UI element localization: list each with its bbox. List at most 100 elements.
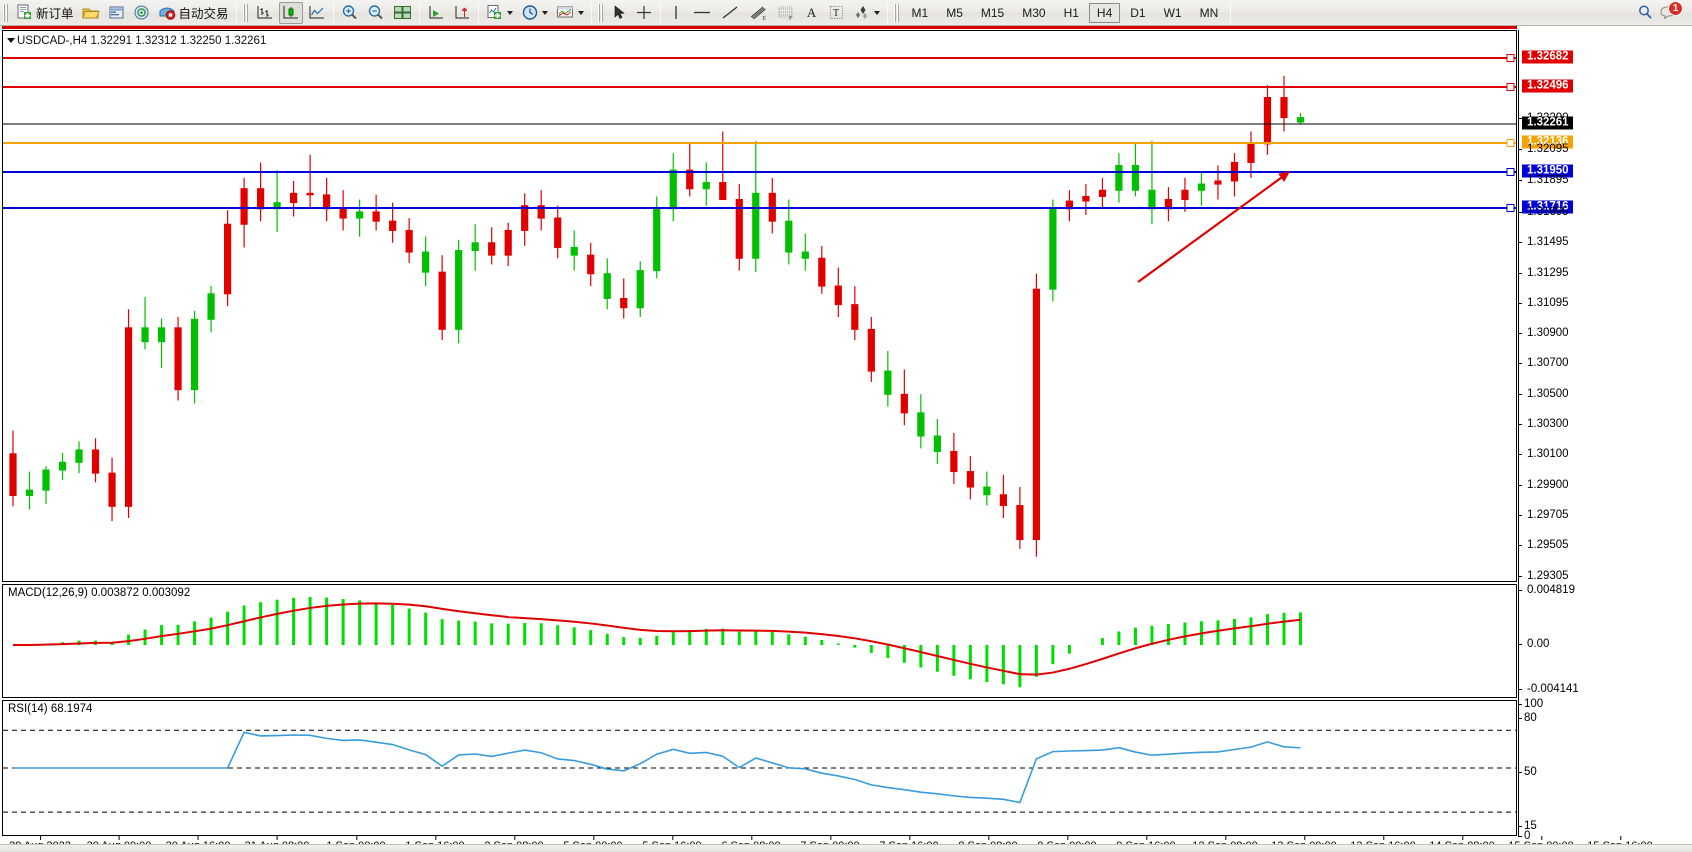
candle-body <box>1296 117 1305 123</box>
time-tick-mark <box>1540 836 1542 840</box>
toolbar-separator-4 <box>477 2 479 23</box>
rsi-axis-tick: 100 <box>1518 698 1543 710</box>
candle-body <box>190 318 199 391</box>
toolbar-grip-4[interactable] <box>892 3 900 22</box>
chart-shift-button[interactable] <box>450 2 474 24</box>
candlestick-icon <box>283 6 298 19</box>
timeframe-w1[interactable]: W1 <box>1163 5 1182 20</box>
main-toolbar: 新订单 <box>0 0 1692 26</box>
line-chart-button[interactable] <box>305 2 329 24</box>
price-axis-tick: 1.30100 <box>1518 448 1569 460</box>
text-label-button[interactable]: T <box>825 2 848 24</box>
rsi-pane[interactable]: RSI(14) 68.1974 <box>2 700 1517 836</box>
zoom-out-button[interactable] <box>364 2 388 24</box>
candle-body <box>1131 165 1140 191</box>
candle-body <box>471 242 479 252</box>
chevron-down-icon-2[interactable] <box>541 10 548 15</box>
toolbar-grip-2[interactable] <box>241 3 249 22</box>
auto-trading-button[interactable]: 自动交易 <box>155 2 232 24</box>
trendline-button[interactable] <box>717 2 743 24</box>
time-tick-mark <box>672 836 673 840</box>
timeframe-mn[interactable]: MN <box>1199 5 1219 20</box>
tile-windows-button[interactable] <box>390 2 415 24</box>
price-axis-tick: 1.29305 <box>1518 570 1569 582</box>
candle-body <box>356 211 364 219</box>
time-tick-mark <box>1382 836 1384 840</box>
chevron-down-icon[interactable] <box>506 10 513 15</box>
profiles-button[interactable] <box>79 2 103 24</box>
toolbar-grip-3[interactable] <box>596 3 604 22</box>
candle-body <box>1098 189 1107 197</box>
equidistant-channel-button[interactable]: E <box>745 2 771 24</box>
candle-body <box>1214 180 1222 185</box>
timeframe-m30[interactable]: M30 <box>1022 5 1046 20</box>
crosshair-button[interactable] <box>632 2 656 24</box>
candle-body <box>884 370 892 395</box>
shapes-button[interactable] <box>850 2 883 24</box>
candle-body <box>735 199 743 259</box>
vertical-line-icon <box>674 6 677 19</box>
timeframe-m1[interactable]: M1 <box>911 5 929 20</box>
auto-scroll-button[interactable] <box>424 2 448 24</box>
timeframe-h1[interactable]: H1 <box>1063 5 1079 20</box>
candle-body <box>141 327 149 343</box>
search-button[interactable] <box>1634 2 1656 24</box>
new-order-button[interactable]: 新订单 <box>13 2 77 24</box>
candle-body <box>504 229 512 256</box>
price-axis[interactable]: 1.326821.324961.322901.322611.321361.320… <box>1518 30 1692 842</box>
price-axis-tick: 1.32095 <box>1518 143 1569 155</box>
candle-body <box>174 327 182 391</box>
candle-body <box>521 205 529 231</box>
candlestick-chart-button[interactable] <box>278 1 303 24</box>
rsi-axis-tick: 50 <box>1518 766 1537 778</box>
price-pane[interactable]: USDCAD-,H4 1.32291 1.32312 1.32250 1.322… <box>2 30 1517 582</box>
templates-button[interactable] <box>553 2 587 24</box>
price-axis-tick: 1.31495 <box>1518 236 1569 248</box>
macd-pane[interactable]: MACD(12,26,9) 0.003872 0.003092 <box>2 584 1517 698</box>
price-axis-tag: 1.32261 <box>1522 116 1573 130</box>
text-button[interactable]: A <box>801 2 823 24</box>
timeframe-d1[interactable]: D1 <box>1130 5 1146 20</box>
navigator-button[interactable] <box>130 2 153 24</box>
horizontal-line-button[interactable] <box>689 2 715 24</box>
candle-body <box>223 223 232 295</box>
timeframe-m5[interactable]: M5 <box>946 5 963 20</box>
macd-svg <box>12 597 1302 688</box>
time-tick-mark <box>1224 836 1226 840</box>
chevron-down-icon-3[interactable] <box>577 10 584 15</box>
toolbar-separator-8 <box>1230 2 1232 23</box>
rsi-line <box>13 731 1301 804</box>
rsi-axis-tick: 80 <box>1518 712 1537 724</box>
candle-body <box>537 205 545 219</box>
fibonacci-button[interactable]: F <box>773 2 799 24</box>
candle-body <box>900 393 908 414</box>
candle-body <box>422 251 430 273</box>
auto-trading-label: 自动交易 <box>178 7 229 21</box>
notifications-button[interactable]: 1 <box>1656 0 1683 23</box>
toolbar-separator <box>235 2 237 23</box>
zoom-in-button[interactable] <box>338 2 362 24</box>
candle-body <box>1280 96 1288 119</box>
candle-body <box>438 271 446 330</box>
vertical-line-button[interactable] <box>665 2 687 24</box>
bar-chart-button[interactable] <box>253 2 277 24</box>
timeframe-h4[interactable]: H4 <box>1088 2 1121 23</box>
indicators-button[interactable] <box>483 2 516 24</box>
level-handle <box>1506 139 1515 147</box>
cursor-icon <box>614 5 625 19</box>
chart-area[interactable]: USDCAD-,H4 1.32291 1.32312 1.32250 1.322… <box>0 26 1692 852</box>
cursor-button[interactable] <box>608 2 630 24</box>
toolbar-separator-7 <box>886 2 888 23</box>
period-button[interactable] <box>518 2 551 24</box>
time-tick-mark <box>909 836 910 840</box>
symbol-dropdown-arrow-icon[interactable] <box>7 38 15 43</box>
price-axis-tick: 1.31695 <box>1518 206 1569 218</box>
timeframe-m15[interactable]: M15 <box>980 5 1005 20</box>
chevron-down-icon-4[interactable] <box>873 10 880 15</box>
svg-text:E: E <box>762 16 766 21</box>
price-axis-tag: 1.32682 <box>1522 50 1573 64</box>
toolbar-grip[interactable] <box>2 3 9 22</box>
time-tick-mark <box>830 836 831 840</box>
market-watch-button[interactable] <box>105 2 128 24</box>
